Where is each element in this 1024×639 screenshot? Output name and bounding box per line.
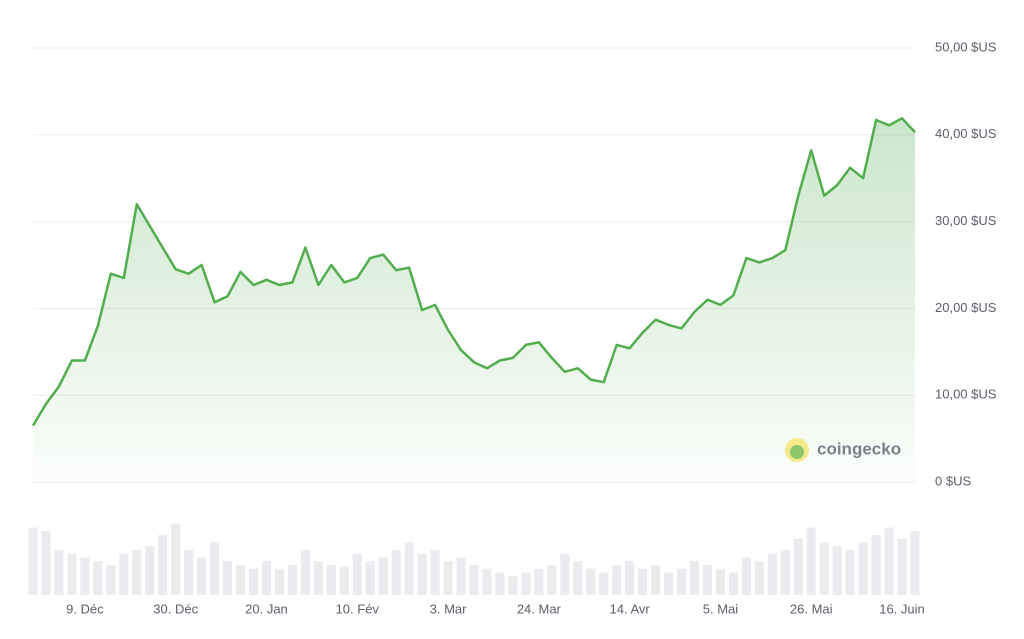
volume-bar [378, 557, 388, 595]
volume-bar [184, 550, 194, 595]
volume-bar [806, 527, 816, 595]
volume-bar [171, 523, 181, 595]
volume-bar [352, 553, 362, 595]
volume-bar [676, 568, 687, 595]
volume-bar [261, 561, 272, 595]
volume-bar [365, 561, 375, 595]
x-tick-label: 14. Avr [610, 601, 651, 616]
logo-inner [790, 445, 804, 459]
watermark-text: coingecko [817, 439, 901, 458]
volume-bar [391, 550, 401, 595]
y-tick-label: 50,00 $US [935, 39, 997, 54]
area [33, 118, 915, 483]
volume-bar [287, 565, 297, 595]
volume-bar [664, 572, 674, 595]
volume-bar [456, 557, 466, 595]
volume-bar [819, 542, 829, 595]
x-tick-label: 9. Déc [66, 601, 104, 616]
volume-bar [547, 565, 557, 595]
volume-bar [313, 561, 323, 595]
volume-bar [871, 535, 881, 595]
volume-bar [28, 527, 38, 595]
volume-bar [728, 572, 738, 595]
volume-bar [417, 553, 427, 595]
volume-bar [210, 542, 220, 595]
x-tick-label: 20. Jan [245, 601, 288, 616]
volume-bar [586, 568, 596, 595]
x-tick-label: 10. Fév [336, 601, 380, 616]
volume-bar [521, 572, 531, 595]
volume-bar [93, 561, 103, 595]
volume-bar [897, 538, 907, 595]
volume-bar [638, 568, 648, 595]
y-tick-label: 10,00 $US [935, 387, 997, 402]
volume-bar [326, 565, 336, 595]
volume-bar [235, 565, 246, 595]
volume-bar [145, 546, 155, 595]
volume-bar [106, 565, 116, 595]
volume-bar [651, 565, 661, 595]
x-tick-label: 3. Mar [430, 601, 468, 616]
volume-bar [132, 550, 142, 595]
volume-bar [469, 565, 479, 595]
x-tick-label: 24. Mar [517, 601, 562, 616]
volume-bar [300, 550, 310, 595]
volume-bar [339, 566, 349, 595]
volume-bar [80, 557, 90, 595]
volume-bar [67, 553, 77, 595]
volume-bar [754, 561, 764, 595]
x-tick-label: 5. Mai [703, 601, 739, 616]
volume-bar [197, 557, 207, 595]
price-line [31, 117, 916, 427]
volume-bar [495, 572, 505, 595]
y-tick-label: 30,00 $US [935, 213, 997, 228]
volume-bar [508, 576, 518, 595]
volume-bar [274, 568, 284, 595]
volume-bar [223, 561, 233, 595]
volume-bar [612, 565, 622, 595]
watermark: coingecko [785, 438, 901, 462]
x-tick-label: 16. Juin [879, 601, 925, 616]
volume-bar [780, 550, 790, 595]
volume-bar [573, 561, 583, 595]
volume-bar [534, 568, 544, 595]
volume-bar [248, 568, 259, 595]
volume-bar [482, 568, 492, 595]
volume-bar [767, 553, 777, 595]
volume-bar [430, 550, 440, 595]
volume-bar [158, 535, 168, 595]
volume-bar [443, 561, 453, 595]
x-tick-label: 30. Déc [153, 601, 198, 616]
volume-bar [793, 538, 803, 595]
volume-bar [404, 542, 414, 595]
volume-bar [715, 568, 725, 595]
volume-bar [119, 553, 129, 595]
volume-bar [910, 531, 920, 595]
volume-bar [560, 553, 570, 595]
y-tick-label: 0 $US [935, 473, 971, 488]
volume-bar [625, 561, 635, 595]
volume-bar [884, 527, 894, 595]
volume-bar [845, 550, 855, 595]
volume-bar [599, 572, 609, 595]
volume-bar [741, 557, 751, 595]
volume-bar [41, 531, 51, 595]
x-tick-label: 26. Mai [790, 601, 833, 616]
volume-bar [702, 565, 713, 595]
volume-bar [832, 546, 842, 595]
y-tick-label: 20,00 $US [935, 300, 997, 315]
volume-bar [858, 542, 868, 595]
volume-bar [54, 550, 64, 595]
y-tick-label: 40,00 $US [935, 126, 997, 141]
volume-bar [689, 561, 700, 595]
